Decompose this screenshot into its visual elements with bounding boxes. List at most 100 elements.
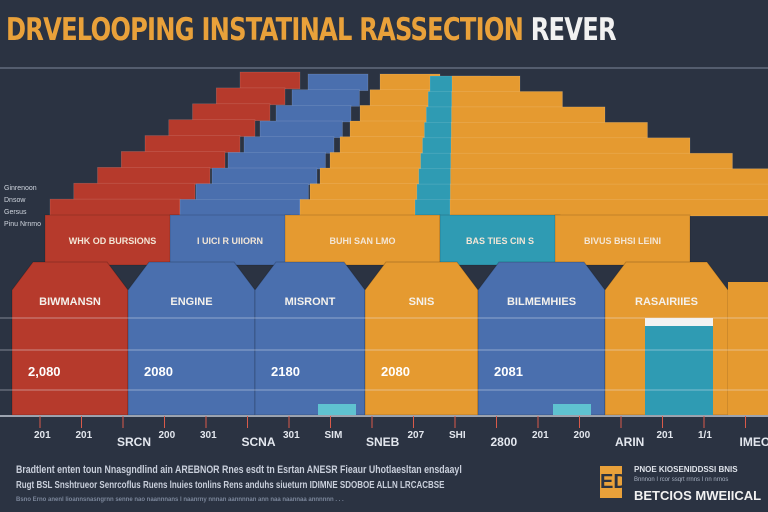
bar-value-label: 2080	[144, 364, 173, 379]
tier-label: I UICI R UIIORN	[197, 236, 263, 246]
x-tick-label: 201	[532, 430, 549, 441]
tier-block	[169, 214, 291, 266]
stair-step	[97, 167, 211, 185]
stair-step	[291, 89, 360, 107]
tier-block	[554, 214, 691, 266]
footer-text-3: Bsno Erno anenl lioannsnasngrnn senne na…	[16, 497, 344, 503]
stair-step	[259, 120, 343, 138]
stair-step	[450, 122, 648, 140]
x-tick-label: ARIN	[615, 435, 644, 449]
brand-line-1: PNOE KIOSENIDDSSI BNIS	[634, 465, 738, 474]
stair-step	[339, 136, 431, 154]
tier-label: BAS TIES CIN S	[466, 236, 534, 246]
small-teal-box	[318, 404, 356, 415]
stair-step	[307, 73, 369, 91]
side-note: Gersus	[4, 209, 27, 216]
stair-step	[369, 89, 438, 107]
stair-step	[49, 198, 181, 217]
bar	[364, 261, 479, 416]
tier-label: WHK OD BURSIONS	[69, 236, 157, 246]
title-part-2: RASSECTION	[359, 12, 524, 48]
stair-step	[359, 105, 436, 123]
stair-step	[451, 75, 521, 93]
bar-category-label: BIWMANSN	[39, 296, 101, 308]
side-note: Pinu Nrnmo	[4, 221, 41, 228]
teal-box	[645, 318, 713, 415]
bar-partial	[728, 282, 768, 415]
brand-name: BETCIOS MWEIICAL	[634, 488, 762, 503]
stair-step	[179, 199, 301, 217]
bar	[254, 261, 366, 416]
x-tick-label: 207	[408, 430, 425, 441]
x-tick-label: SHI	[449, 430, 466, 441]
infographic-title: DRVELOOPING INSTATINAL RASSECTION REVER	[6, 12, 617, 48]
bar-category-label: ENGINE	[170, 296, 212, 308]
x-tick-label: 301	[200, 430, 217, 441]
side-note: Dnsow	[4, 197, 26, 204]
stair-step	[309, 183, 423, 201]
title-part-1: DRVELOOPING INSTATINAL	[6, 12, 352, 48]
stair-step	[144, 135, 241, 153]
x-tick-label: 201	[657, 430, 674, 441]
bar-category-label: RASAIRIIES	[635, 296, 698, 308]
x-tick-label: 2800	[491, 435, 518, 449]
teal-box-lid	[645, 318, 713, 326]
stair-step	[227, 152, 326, 170]
x-tick-label: 200	[574, 430, 591, 441]
stair-step	[349, 120, 433, 138]
stair-step	[450, 137, 691, 155]
bar-value-label: 2080	[381, 364, 410, 379]
stair-step	[329, 152, 428, 170]
stair-step	[120, 151, 226, 169]
stair-step	[319, 167, 426, 185]
stair-step	[451, 91, 563, 109]
footer-text-2: Rugt BSL Snshtrueor Senrcoflus Ruens lnu…	[16, 480, 445, 491]
stair-step	[239, 71, 301, 90]
x-tick-label: SIM	[325, 430, 343, 441]
footer-text-1: Bradtlent enten toun Nnasgndlind ain ARE…	[16, 464, 462, 476]
title-part-3: REVER	[530, 12, 617, 48]
stair-step	[449, 183, 768, 201]
x-tick-label: 1/1	[698, 430, 712, 441]
bar-category-label: BILMEMHIES	[507, 296, 576, 308]
x-tick-label: 301	[283, 430, 300, 441]
tier-label: BIVUS BHSI LEINI	[584, 236, 661, 246]
tier-block	[44, 214, 181, 266]
stair-step	[168, 119, 256, 137]
x-tick-label: SRCN	[117, 435, 151, 449]
tier-block	[284, 214, 441, 266]
stair-step	[450, 152, 733, 170]
x-tick-label: 200	[159, 430, 176, 441]
x-tick-label: 201	[34, 430, 51, 441]
tier-block	[439, 214, 561, 266]
bar	[477, 261, 606, 416]
small-teal-box	[553, 404, 591, 415]
stair-step	[451, 106, 606, 124]
x-tick-label: 201	[76, 430, 93, 441]
x-tick-label: IMEON	[740, 435, 768, 449]
bar-category-label: SNIS	[409, 296, 435, 308]
bar	[127, 261, 256, 416]
bar-value-label: 2081	[494, 364, 523, 379]
bar	[11, 261, 129, 416]
stair-step	[449, 199, 768, 217]
tier-label: BUHI SAN LMO	[330, 236, 396, 246]
bar-value-label: 2,080	[28, 364, 61, 379]
side-note: Ginrenoon	[4, 185, 37, 192]
brand-logo: ED	[600, 466, 628, 498]
brand-line-2: Bnnnon I rcor ssqrt rrnns I nn nrnos	[634, 477, 729, 483]
bar-value-label: 2180	[271, 364, 300, 379]
stair-step	[215, 87, 286, 106]
stair-step	[192, 103, 271, 121]
stair-step	[243, 136, 335, 154]
x-tick-label: SNEB	[366, 435, 400, 449]
stair-step	[450, 168, 768, 186]
stair-step	[195, 183, 309, 201]
stair-step	[299, 199, 421, 217]
x-tick-label: SCNA	[242, 435, 276, 449]
bar-category-label: MISRONT	[285, 296, 336, 308]
stair-step	[275, 105, 352, 123]
stair-step	[73, 182, 196, 201]
stair-step	[211, 167, 318, 185]
